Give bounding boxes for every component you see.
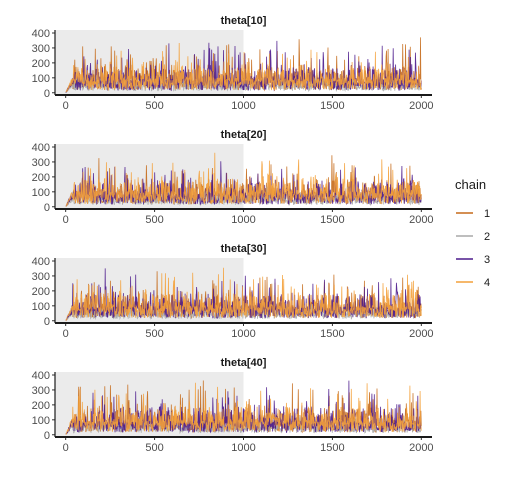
facet-panel: theta[20] 0 100 200 300 400 0 500 1000 1500 2000 <box>32 129 434 226</box>
facet-title: theta[40] <box>221 357 267 369</box>
legend-label: 4 <box>484 277 490 289</box>
x-tick-label: 500 <box>145 214 163 226</box>
x-tick-label: 1000 <box>231 100 255 112</box>
facet-title: theta[10] <box>221 15 267 27</box>
facet-title: theta[20] <box>221 129 267 141</box>
y-tick-label: 300 <box>32 157 50 169</box>
x-tick-label: 1000 <box>231 214 255 226</box>
x-tick-label: 0 <box>63 442 69 454</box>
y-tick-label: 200 <box>32 400 50 412</box>
y-tick-label: 300 <box>32 271 50 283</box>
y-tick-label: 200 <box>32 286 50 298</box>
x-tick-label: 1500 <box>320 442 344 454</box>
x-tick-label: 1500 <box>320 100 344 112</box>
y-tick-label: 0 <box>44 316 50 328</box>
legend-label: 3 <box>484 254 490 266</box>
y-tick-label: 400 <box>32 142 50 154</box>
y-tick-label: 0 <box>44 88 50 100</box>
x-tick-label: 0 <box>63 100 69 112</box>
x-tick-label: 2000 <box>409 214 433 226</box>
x-tick-label: 500 <box>145 442 163 454</box>
trace-line-chain-4 <box>65 267 422 322</box>
facet-panel: theta[30] 0 100 200 300 400 0 500 1000 1500 2000 <box>32 243 434 340</box>
trace-line-chain-4 <box>65 382 422 435</box>
facet-panel: theta[10] 0 100 200 300 400 0 500 1000 1500 2000 <box>32 15 434 112</box>
y-tick-label: 100 <box>32 187 50 199</box>
legend-title: chain <box>455 177 486 192</box>
y-tick-label: 400 <box>32 256 50 268</box>
x-tick-label: 500 <box>145 100 163 112</box>
x-tick-label: 0 <box>63 328 69 340</box>
trace-line-chain-4 <box>65 152 422 207</box>
y-tick-label: 100 <box>32 73 50 85</box>
x-tick-label: 1000 <box>231 442 255 454</box>
y-tick-label: 100 <box>32 301 50 313</box>
legend-label: 1 <box>484 208 490 220</box>
y-tick-label: 400 <box>32 370 50 382</box>
y-tick-label: 300 <box>32 385 50 397</box>
facet-panel: theta[40] 0 100 200 300 400 0 500 1000 1500 2000 <box>32 357 434 454</box>
trace-line-chain-4 <box>65 42 422 93</box>
x-tick-label: 1500 <box>320 328 344 340</box>
y-tick-label: 100 <box>32 415 50 427</box>
legend: chain 1 2 3 4 <box>455 177 490 289</box>
y-tick-label: 0 <box>44 430 50 442</box>
y-tick-label: 200 <box>32 58 50 70</box>
y-tick-label: 200 <box>32 172 50 184</box>
y-tick-label: 400 <box>32 28 50 40</box>
x-tick-label: 500 <box>145 328 163 340</box>
x-tick-label: 2000 <box>409 328 433 340</box>
x-tick-label: 0 <box>63 214 69 226</box>
trace-line-chain-3 <box>65 380 422 435</box>
facet-title: theta[30] <box>221 243 267 255</box>
x-tick-label: 1000 <box>231 328 255 340</box>
x-tick-label: 2000 <box>409 442 433 454</box>
x-tick-label: 2000 <box>409 100 433 112</box>
x-tick-label: 1500 <box>320 214 344 226</box>
legend-label: 2 <box>484 231 490 243</box>
y-tick-label: 0 <box>44 202 50 214</box>
y-tick-label: 300 <box>32 43 50 55</box>
